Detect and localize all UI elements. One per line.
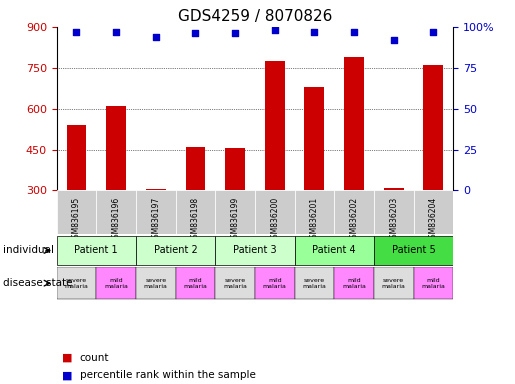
Text: individual: individual <box>3 245 54 255</box>
FancyBboxPatch shape <box>374 236 453 265</box>
Text: GSM836196: GSM836196 <box>112 197 121 243</box>
Bar <box>225 148 245 190</box>
Text: disease state: disease state <box>3 278 72 288</box>
Text: GSM836200: GSM836200 <box>270 197 279 243</box>
Text: ■: ■ <box>62 353 72 363</box>
Point <box>271 27 279 33</box>
FancyBboxPatch shape <box>295 268 334 299</box>
Point <box>112 29 120 35</box>
Text: mild
malaria: mild malaria <box>104 278 128 288</box>
Point <box>389 37 398 43</box>
Bar <box>185 147 205 190</box>
FancyBboxPatch shape <box>57 268 96 299</box>
Text: GSM836198: GSM836198 <box>191 197 200 243</box>
FancyBboxPatch shape <box>334 190 374 234</box>
Text: GSM836201: GSM836201 <box>310 197 319 243</box>
Bar <box>66 125 87 190</box>
FancyBboxPatch shape <box>57 236 136 265</box>
Text: Patient 4: Patient 4 <box>313 245 356 255</box>
Text: GSM836199: GSM836199 <box>231 197 239 243</box>
Point <box>151 34 160 40</box>
FancyBboxPatch shape <box>176 268 215 299</box>
Text: GSM836204: GSM836204 <box>429 197 438 243</box>
Bar <box>384 188 404 190</box>
Point <box>310 29 318 35</box>
Text: Patient 2: Patient 2 <box>154 245 197 255</box>
FancyBboxPatch shape <box>255 268 295 299</box>
Text: GSM836203: GSM836203 <box>389 197 398 243</box>
FancyBboxPatch shape <box>96 190 136 234</box>
Text: GSM836202: GSM836202 <box>350 197 358 243</box>
FancyBboxPatch shape <box>374 190 414 234</box>
FancyBboxPatch shape <box>215 268 255 299</box>
FancyBboxPatch shape <box>96 268 136 299</box>
FancyBboxPatch shape <box>334 268 374 299</box>
Point <box>231 30 239 36</box>
Point <box>72 29 80 35</box>
Point <box>350 29 358 35</box>
FancyBboxPatch shape <box>295 236 374 265</box>
Text: mild
malaria: mild malaria <box>263 278 287 288</box>
Text: severe
malaria: severe malaria <box>382 278 406 288</box>
FancyBboxPatch shape <box>215 236 295 265</box>
FancyBboxPatch shape <box>255 190 295 234</box>
Text: GSM836197: GSM836197 <box>151 197 160 243</box>
Text: severe
malaria: severe malaria <box>64 278 89 288</box>
Bar <box>344 57 364 190</box>
FancyBboxPatch shape <box>414 268 453 299</box>
Text: Patient 3: Patient 3 <box>233 245 277 255</box>
FancyBboxPatch shape <box>215 190 255 234</box>
FancyBboxPatch shape <box>136 190 176 234</box>
Bar <box>304 87 324 190</box>
Text: Patient 1: Patient 1 <box>75 245 118 255</box>
Text: severe
malaria: severe malaria <box>144 278 168 288</box>
Point <box>429 29 437 35</box>
FancyBboxPatch shape <box>136 236 215 265</box>
Text: percentile rank within the sample: percentile rank within the sample <box>80 370 256 380</box>
Text: Patient 5: Patient 5 <box>392 245 435 255</box>
Text: severe
malaria: severe malaria <box>302 278 327 288</box>
Text: GSM836195: GSM836195 <box>72 197 81 243</box>
Text: count: count <box>80 353 109 363</box>
FancyBboxPatch shape <box>414 190 453 234</box>
FancyBboxPatch shape <box>136 268 176 299</box>
Point <box>191 30 199 36</box>
FancyBboxPatch shape <box>295 190 334 234</box>
Text: mild
malaria: mild malaria <box>342 278 366 288</box>
Text: mild
malaria: mild malaria <box>421 278 445 288</box>
Text: severe
malaria: severe malaria <box>223 278 247 288</box>
FancyBboxPatch shape <box>57 190 96 234</box>
Title: GDS4259 / 8070826: GDS4259 / 8070826 <box>178 9 332 24</box>
Text: mild
malaria: mild malaria <box>183 278 208 288</box>
Bar <box>265 61 285 190</box>
FancyBboxPatch shape <box>374 268 414 299</box>
Text: ■: ■ <box>62 370 72 380</box>
Bar <box>106 106 126 190</box>
FancyBboxPatch shape <box>176 190 215 234</box>
Bar <box>423 65 443 190</box>
Bar <box>146 189 166 190</box>
